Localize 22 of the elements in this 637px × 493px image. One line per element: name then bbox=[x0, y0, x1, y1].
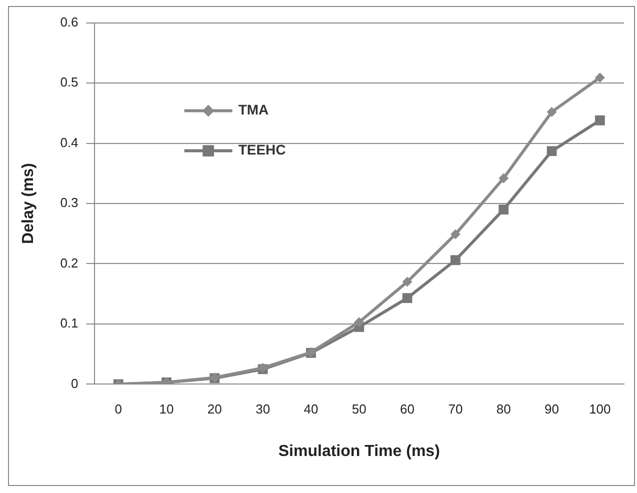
x-tick-label: 30 bbox=[256, 402, 270, 417]
x-tick-label: 20 bbox=[207, 402, 222, 417]
x-tick-label: 0 bbox=[114, 402, 122, 417]
x-tick-label: 60 bbox=[400, 402, 415, 417]
x-tick-label: 80 bbox=[496, 402, 511, 417]
x-tick-label: 70 bbox=[448, 402, 463, 417]
x-tick-label: 100 bbox=[589, 402, 611, 417]
x-tick-label: 10 bbox=[159, 402, 174, 417]
y-tick-label: 0.2 bbox=[60, 255, 78, 270]
y-tick-label: 0.6 bbox=[60, 14, 78, 30]
y-tick-label: 0.1 bbox=[60, 316, 78, 331]
x-tick-label: 90 bbox=[544, 402, 559, 417]
y-tick-label: 0.3 bbox=[60, 195, 78, 210]
legend-label: TMA bbox=[238, 102, 269, 118]
y-axis-title: Delay (ms) bbox=[20, 163, 38, 244]
x-tick-label: 50 bbox=[352, 402, 366, 417]
x-axis-title: Simulation Time (ms) bbox=[278, 442, 440, 460]
y-tick-label: 0.4 bbox=[60, 134, 78, 150]
legend-label: TEEHC bbox=[238, 142, 286, 158]
x-tick-label: 40 bbox=[304, 402, 318, 417]
y-tick-label: 0 bbox=[71, 376, 78, 391]
y-tick-label: 0.5 bbox=[60, 74, 78, 90]
